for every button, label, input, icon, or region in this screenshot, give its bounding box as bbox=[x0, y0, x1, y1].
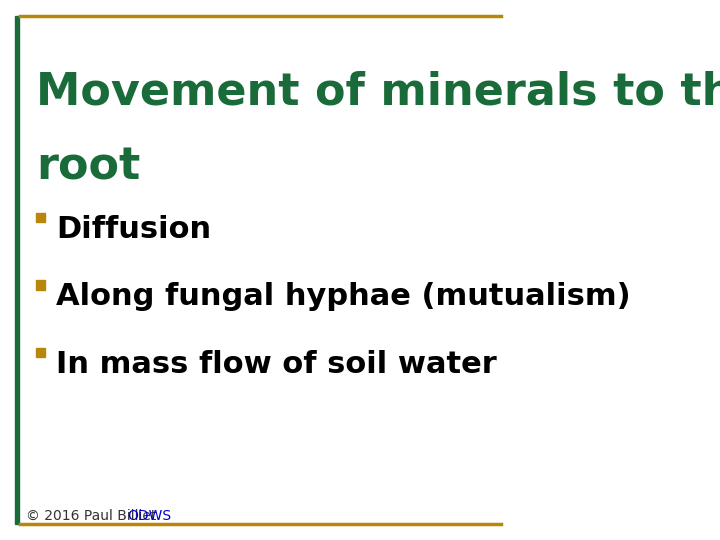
Bar bbox=[36, 348, 45, 357]
Text: Diffusion: Diffusion bbox=[56, 215, 212, 244]
Bar bbox=[36, 213, 45, 222]
Text: ODWS: ODWS bbox=[127, 509, 171, 523]
Text: In mass flow of soil water: In mass flow of soil water bbox=[56, 350, 497, 379]
Text: root: root bbox=[36, 146, 140, 189]
Bar bbox=[15, 16, 19, 524]
Text: © 2016 Paul Billiet: © 2016 Paul Billiet bbox=[26, 509, 161, 523]
Bar bbox=[36, 280, 45, 290]
Text: Movement of minerals to the: Movement of minerals to the bbox=[36, 70, 720, 113]
Text: Along fungal hyphae (mutualism): Along fungal hyphae (mutualism) bbox=[56, 282, 631, 312]
